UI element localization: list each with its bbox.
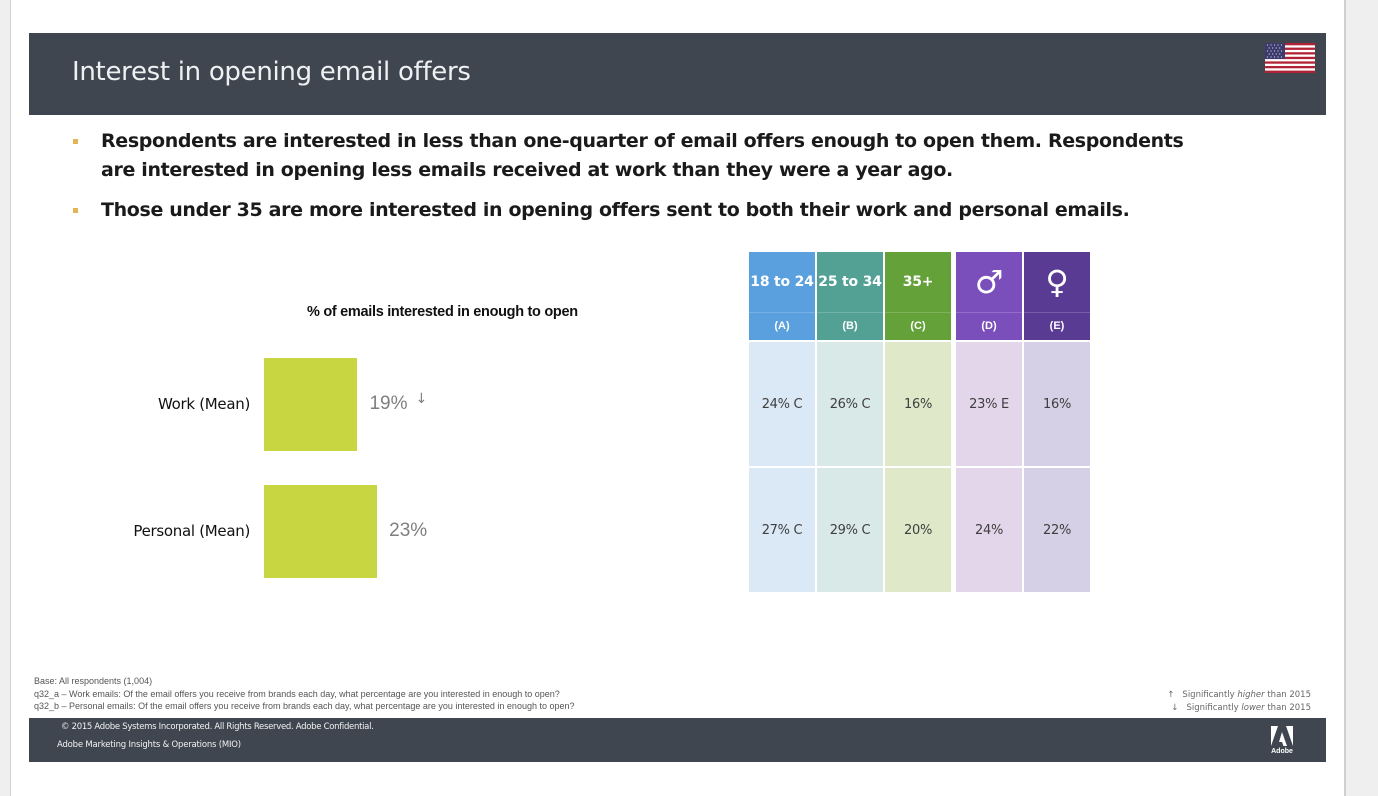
base-note: Base: All respondents (1,004) (34, 676, 153, 686)
column-header: ♀ (E) (1024, 252, 1090, 340)
table-cell: 20% (885, 468, 951, 592)
adobe-logo-word: Adobe (1271, 748, 1293, 755)
column-label: 18 to 24 (750, 274, 814, 290)
footnotes: Base: All respondents (1,004) q32_a – Wo… (34, 675, 575, 713)
copyright-text: © 2015 Adobe Systems Incorporated. All R… (61, 722, 374, 732)
chart-title: % of emails interested in enough to open (307, 304, 578, 320)
legend-lower-word: lower (1241, 702, 1265, 713)
table-cell: 29% C (817, 468, 883, 592)
legend-higher-word: higher (1237, 690, 1265, 700)
table-cell: 24% (956, 468, 1022, 592)
table-cell: 23% E (956, 342, 1022, 466)
bullet-item: Those under 35 are more interested in op… (69, 196, 1219, 225)
female-icon: ♀ (1024, 252, 1090, 313)
table-cell: 16% (885, 342, 951, 466)
bullet-text: Respondents are interested in less than … (101, 130, 1184, 181)
column-code: (D) (981, 320, 997, 332)
bar-category-label: Personal (Mean) (133, 521, 250, 540)
legend-higher-prefix: Significantly (1182, 690, 1238, 700)
column-header-label: 35+ (885, 252, 951, 313)
legend-lower-suffix: than 2015 (1264, 702, 1311, 713)
question-note-b: q32_b – Personal emails: Of the email of… (34, 701, 575, 711)
table-cell: 16% (1024, 342, 1090, 466)
table-cell: 26% C (817, 342, 883, 466)
legend-higher: ↑ Significantly higher than 2015 (1167, 689, 1311, 702)
bullet-item: Respondents are interested in less than … (69, 127, 1219, 185)
bar-work (264, 358, 358, 451)
bullet-marker-icon (73, 139, 78, 144)
legend-higher-suffix: than 2015 (1264, 690, 1311, 700)
up-arrow-icon: ↑ (1167, 690, 1175, 700)
column-code: (C) (910, 320, 926, 332)
bar-category-label: Work (Mean) (157, 394, 250, 413)
adobe-logo: Adobe (1269, 726, 1295, 758)
table-cell: 22% (1024, 468, 1090, 592)
bar-value-label: 19% (369, 392, 408, 414)
column-header-label: 25 to 34 (817, 252, 883, 313)
slide: Interest in opening email offers Respond… (11, 0, 1344, 796)
column-label: 35+ (902, 274, 934, 290)
female-icon-glyph: ♀ (1045, 263, 1069, 301)
table-cell: 24% C (749, 342, 815, 466)
us-flag-icon (1265, 43, 1315, 73)
title-bar: Interest in opening email offers (29, 33, 1326, 115)
adobe-logo-icon (1271, 726, 1293, 746)
significance-down-arrow-icon: ↓ (415, 390, 428, 407)
viewer-scrollbar-panel[interactable] (1344, 0, 1378, 796)
bullet-list: Respondents are interested in less than … (69, 127, 1219, 236)
male-icon-glyph: ♂ (974, 263, 1004, 301)
bullet-text: Those under 35 are more interested in op… (101, 199, 1130, 221)
table-cell: 27% C (749, 468, 815, 592)
column-header: 25 to 34 (B) (817, 252, 883, 340)
footer-bar: © 2015 Adobe Systems Incorporated. All R… (29, 718, 1326, 762)
slide-title: Interest in opening email offers (72, 57, 471, 87)
bar-personal (264, 485, 378, 578)
question-note-a: q32_a – Work emails: Of the email offers… (34, 688, 560, 699)
down-arrow-icon: ↓ (1171, 702, 1179, 713)
column-header-label: 18 to 24 (749, 252, 815, 313)
column-code: (A) (774, 320, 790, 332)
column-code: (B) (842, 320, 858, 332)
significance-legend: ↑ Significantly higher than 2015 ↓ Signi… (1167, 689, 1311, 714)
bullet-marker-icon (73, 208, 78, 213)
viewer-left-edge (0, 0, 11, 796)
department-text: Adobe Marketing Insights & Operations (M… (57, 740, 241, 750)
column-header: 18 to 24 (A) (749, 252, 815, 340)
column-header: 35+ (C) (885, 252, 951, 340)
bar-value-label: 23% (389, 519, 428, 541)
male-icon: ♂ (956, 252, 1022, 313)
column-header: ♂ (D) (956, 252, 1022, 340)
column-label: 25 to 34 (818, 274, 882, 290)
legend-lower: ↓ Significantly lower than 2015 (1167, 702, 1311, 715)
legend-lower-prefix: Significantly (1186, 702, 1242, 713)
column-code: (E) (1049, 320, 1065, 332)
